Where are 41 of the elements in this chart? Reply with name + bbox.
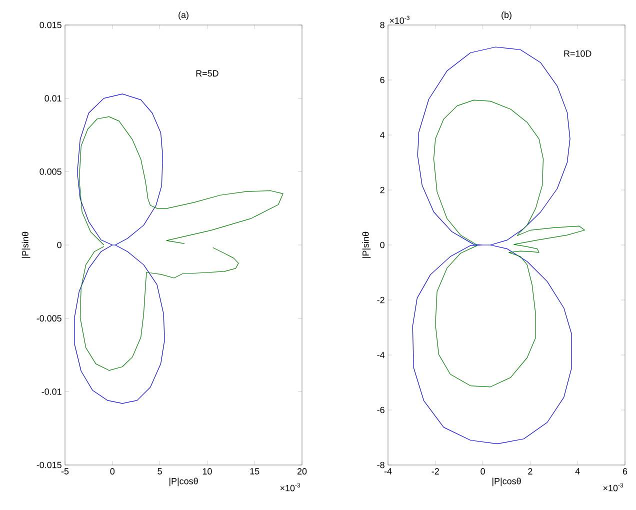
annotation: R=5D: [196, 70, 218, 77]
y-tick-label: -6: [377, 406, 384, 414]
x-tick-label: 20: [297, 468, 307, 475]
x-tick-label: 6: [622, 468, 628, 475]
y-tick-label: 6: [380, 76, 384, 84]
line-series: [74, 94, 165, 404]
x-tick-label: -5: [61, 468, 69, 474]
x-axis-title: |P|cosθ: [492, 478, 521, 486]
y-tick-label: 2: [380, 186, 384, 194]
y-tick-label: -2: [377, 296, 384, 304]
y-tick-label: -8: [377, 462, 384, 468]
chart-title: (a): [178, 11, 188, 20]
x-tick-label: 0: [480, 468, 485, 475]
text: ×10$^{-3}$: [603, 483, 624, 492]
annotation: R=10D: [564, 50, 592, 57]
y-tick-label: 0.015: [40, 22, 62, 28]
y-tick-label: 8: [380, 22, 384, 28]
x-axis-title: |P|cosθ: [170, 478, 198, 486]
x-tick-label: -4: [384, 468, 392, 474]
y-tick-label: 0.005: [40, 168, 62, 175]
y-tick-label: 0.01: [44, 95, 62, 102]
text: ×10$^{-3}$: [390, 16, 410, 24]
y-tick-label: 0: [57, 242, 62, 248]
y-tick-label: 0: [380, 242, 384, 248]
line-series: [433, 100, 586, 388]
x-tick-label: 0: [110, 468, 115, 475]
y-axis-title: |P|sinθ: [362, 232, 371, 258]
y-tick-label: -0.01: [42, 388, 62, 395]
x-tick-label: 4: [575, 468, 580, 474]
y-tick-label: -0.015: [36, 462, 62, 468]
y-tick-label: -0.005: [36, 315, 62, 322]
x-tick-label: 5: [158, 468, 162, 474]
x-tick-label: 10: [202, 468, 212, 475]
text: ×10$^{-3}$: [280, 483, 300, 492]
y-axis-title: |P|sinθ: [22, 232, 30, 258]
y-tick-label: -4: [377, 352, 385, 358]
x-tick-label: 15: [250, 468, 260, 474]
chart-title: (b): [502, 11, 512, 20]
y-tick-label: 4: [380, 132, 385, 138]
x-tick-label: -2: [432, 468, 439, 474]
x-tick-label: 2: [528, 468, 532, 474]
